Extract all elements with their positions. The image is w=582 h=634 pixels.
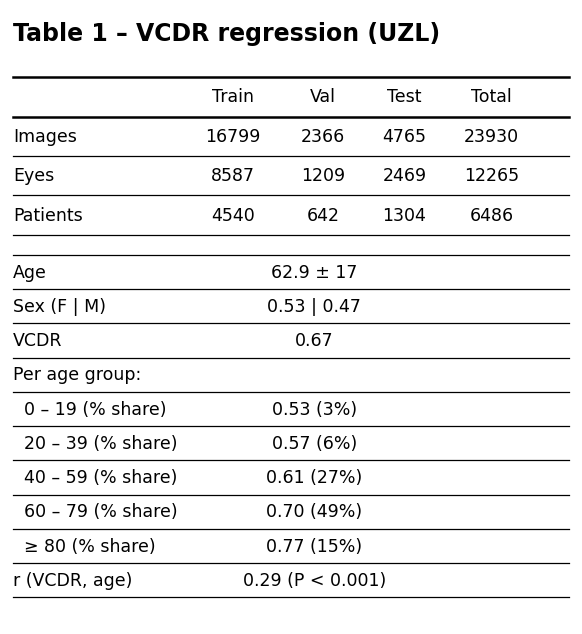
Text: 0.53 | 0.47: 0.53 | 0.47	[267, 298, 361, 316]
Text: Train: Train	[212, 88, 254, 106]
Text: Eyes: Eyes	[13, 167, 54, 185]
Text: Total: Total	[471, 88, 512, 106]
Text: 0 – 19 (% share): 0 – 19 (% share)	[13, 401, 166, 418]
Text: 642: 642	[307, 207, 339, 224]
Text: 2469: 2469	[382, 167, 427, 185]
Text: 8587: 8587	[211, 167, 255, 185]
Text: 0.70 (49%): 0.70 (49%)	[266, 503, 363, 521]
Text: 0.57 (6%): 0.57 (6%)	[272, 435, 357, 453]
Text: Sex (F | M): Sex (F | M)	[13, 298, 106, 316]
Text: 40 – 59 (% share): 40 – 59 (% share)	[13, 469, 177, 487]
Text: 12265: 12265	[464, 167, 519, 185]
Text: Per age group:: Per age group:	[13, 366, 141, 384]
Text: 0.61 (27%): 0.61 (27%)	[266, 469, 363, 487]
Text: 1304: 1304	[382, 207, 427, 224]
Text: Table 1 – VCDR regression (UZL): Table 1 – VCDR regression (UZL)	[13, 22, 440, 46]
Text: 0.67: 0.67	[295, 332, 333, 350]
Text: 23930: 23930	[464, 128, 519, 146]
Text: VCDR: VCDR	[13, 332, 62, 350]
Text: 1209: 1209	[301, 167, 345, 185]
Text: 0.77 (15%): 0.77 (15%)	[266, 538, 363, 555]
Text: Age: Age	[13, 264, 47, 281]
Text: r (VCDR, age): r (VCDR, age)	[13, 572, 132, 590]
Text: 4765: 4765	[382, 128, 427, 146]
Text: 60 – 79 (% share): 60 – 79 (% share)	[13, 503, 178, 521]
Text: 0.53 (3%): 0.53 (3%)	[272, 401, 357, 418]
Text: 4540: 4540	[211, 207, 255, 224]
Text: 6486: 6486	[470, 207, 514, 224]
Text: 2366: 2366	[301, 128, 345, 146]
Text: Patients: Patients	[13, 207, 83, 224]
Text: ≥ 80 (% share): ≥ 80 (% share)	[13, 538, 155, 555]
Text: Test: Test	[387, 88, 422, 106]
Text: Images: Images	[13, 128, 77, 146]
Text: 0.29 (P < 0.001): 0.29 (P < 0.001)	[243, 572, 386, 590]
Text: 16799: 16799	[205, 128, 261, 146]
Text: 20 – 39 (% share): 20 – 39 (% share)	[13, 435, 178, 453]
Text: Val: Val	[310, 88, 336, 106]
Text: 62.9 ± 17: 62.9 ± 17	[271, 264, 357, 281]
